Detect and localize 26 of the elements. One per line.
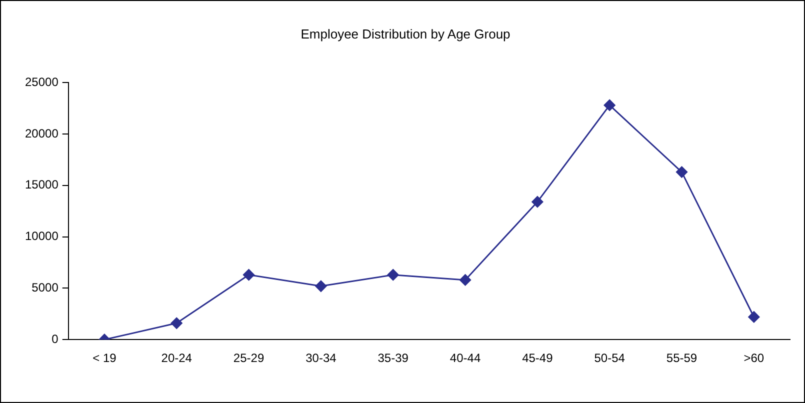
x-tick-label: 55-59 [666, 351, 698, 366]
y-tick-label: 10000 [24, 229, 59, 244]
x-tick-label: 35-39 [378, 351, 409, 366]
x-tick-label: 25-29 [233, 351, 264, 366]
point [243, 269, 255, 281]
x-tick-label: 40-44 [450, 351, 481, 366]
point [748, 311, 760, 323]
x-tick-label: 45-49 [522, 351, 554, 366]
point [604, 99, 616, 111]
point [387, 269, 399, 281]
point [460, 274, 472, 286]
point [676, 166, 688, 178]
y-tick-label: 5000 [32, 280, 59, 295]
y-tick-label: 20000 [24, 126, 59, 140]
chart-title: Employee Distribution by Age Group [300, 26, 510, 42]
x-tick-label: 30-34 [306, 351, 337, 366]
y-tick-label: 0 [52, 332, 59, 346]
point [315, 280, 327, 292]
y-tick-label: 15000 [24, 178, 59, 192]
x-tick-label: 50-54 [594, 351, 626, 366]
point [170, 317, 182, 329]
y-tick-label: 25000 [24, 74, 59, 89]
x-tick-label: >60 [744, 351, 764, 366]
x-tick-label: < 19 [92, 351, 117, 366]
point [532, 196, 544, 208]
x-tick-label: 20-24 [161, 351, 192, 366]
